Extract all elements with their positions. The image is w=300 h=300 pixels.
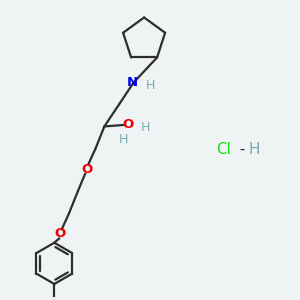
Text: H: H	[249, 142, 260, 158]
Text: -: -	[235, 142, 245, 158]
Text: H: H	[145, 79, 155, 92]
Text: N: N	[127, 76, 138, 89]
Text: O: O	[122, 118, 134, 131]
Text: H: H	[141, 121, 150, 134]
Text: H: H	[119, 133, 128, 146]
Text: O: O	[55, 227, 66, 240]
Text: Cl: Cl	[216, 142, 231, 158]
Text: O: O	[81, 163, 92, 176]
